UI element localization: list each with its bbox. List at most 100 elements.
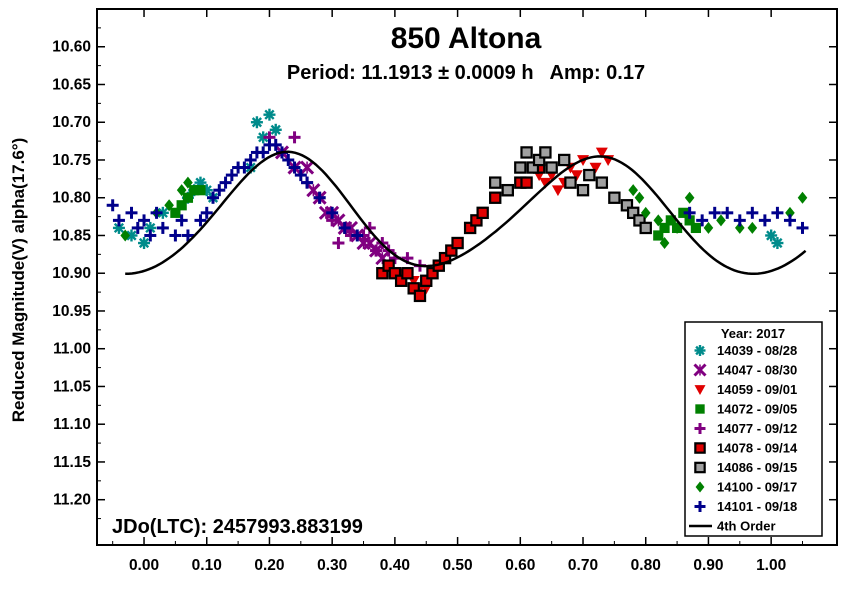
data-point (583, 168, 596, 182)
data-point (595, 176, 609, 189)
x-tick-label: 0.70 (568, 557, 598, 574)
data-point (195, 185, 206, 196)
data-point (370, 244, 383, 257)
series-7 (120, 176, 808, 250)
data-point (771, 206, 784, 219)
legend-marker (695, 404, 705, 414)
data-point (112, 214, 125, 227)
data-point (288, 131, 301, 144)
data-point (176, 184, 187, 197)
y-tick-label: 11.20 (53, 492, 91, 509)
chart-title: 850 Altona (391, 22, 542, 55)
data-point (407, 282, 420, 295)
data-point (144, 229, 157, 242)
data-point (394, 274, 408, 287)
data-point (125, 229, 138, 242)
data-point (269, 138, 282, 151)
y-tick-label: 10.95 (52, 303, 91, 320)
data-point (653, 230, 664, 241)
data-point (250, 116, 263, 129)
data-point (175, 214, 188, 227)
data-point (589, 162, 602, 174)
data-point (313, 191, 326, 204)
legend-entry-label: 14072 - 09/05 (717, 402, 797, 417)
y-tick-label: 11.00 (53, 341, 91, 358)
data-point (451, 236, 464, 250)
x-tick-label: 0.60 (505, 557, 535, 574)
data-point (138, 214, 151, 227)
data-point (608, 191, 621, 204)
data-point (376, 267, 389, 280)
x-tick-label: 1.00 (756, 557, 786, 574)
data-point (269, 123, 282, 136)
data-point (576, 183, 590, 197)
legend-marker (694, 442, 706, 454)
data-point (665, 215, 676, 226)
data-point (678, 207, 689, 218)
fit-curve (125, 150, 807, 275)
data-point (326, 206, 339, 219)
data-point (526, 161, 540, 174)
data-point (520, 176, 533, 189)
data-point (489, 191, 502, 204)
legend-marker (694, 385, 706, 395)
data-point (257, 146, 270, 159)
data-point (170, 207, 181, 218)
data-point (413, 289, 427, 303)
data-point (164, 199, 174, 212)
data-point (244, 153, 257, 166)
y-tick-label: 10.60 (52, 39, 91, 56)
data-point (156, 206, 169, 219)
data-point (420, 274, 433, 287)
data-point (514, 161, 527, 174)
x-tick-label: 0.90 (693, 557, 723, 574)
data-point (696, 214, 709, 227)
data-point (633, 214, 646, 227)
data-point (183, 176, 193, 189)
data-point (120, 229, 131, 242)
data-point (189, 185, 200, 196)
data-point (207, 191, 220, 204)
data-point (200, 206, 213, 219)
legend-entry-label: 14077 - 09/12 (717, 421, 797, 436)
x-tick-label: 0.80 (631, 557, 661, 574)
data-point (690, 222, 701, 234)
data-point (476, 206, 489, 220)
y-tick-label: 11.05 (53, 378, 91, 395)
data-point (703, 221, 714, 234)
y-tick-label: 10.90 (52, 265, 91, 282)
y-tick-label: 11.10 (53, 416, 91, 433)
fit-curve-layer (125, 150, 807, 275)
data-point (684, 215, 695, 226)
data-point (138, 237, 151, 250)
data-point (708, 206, 721, 219)
x-tick-label: 0.30 (317, 557, 347, 574)
legend: Year: 2017 14039 - 08/28 14047 - 08/30 140… (684, 321, 823, 537)
series-6 (489, 146, 652, 235)
legend-marker (694, 345, 706, 356)
data-point (746, 206, 759, 219)
data-point (545, 161, 558, 174)
data-point (721, 206, 734, 219)
data-point (501, 183, 514, 197)
data-markers (106, 108, 809, 303)
data-point (156, 221, 169, 234)
data-point (106, 199, 119, 212)
legend-marker (694, 461, 706, 474)
legend-title: Year: 2017 (721, 326, 785, 341)
y-tick-label: 10.85 (52, 227, 91, 244)
data-point (628, 184, 638, 197)
data-point (294, 169, 307, 182)
y-axis-label: Reduced Magnitude(V) alpha(17.6°) (9, 138, 28, 423)
legend-entry-label: 14100 - 09/17 (717, 480, 797, 495)
data-point (388, 267, 402, 280)
data-point (351, 229, 364, 242)
legend-box (684, 321, 823, 537)
data-point (716, 214, 726, 227)
data-point (785, 206, 795, 219)
data-point (626, 206, 640, 220)
y-tick-label: 10.65 (52, 76, 91, 93)
legend-marker (695, 481, 705, 493)
data-point (532, 153, 546, 167)
